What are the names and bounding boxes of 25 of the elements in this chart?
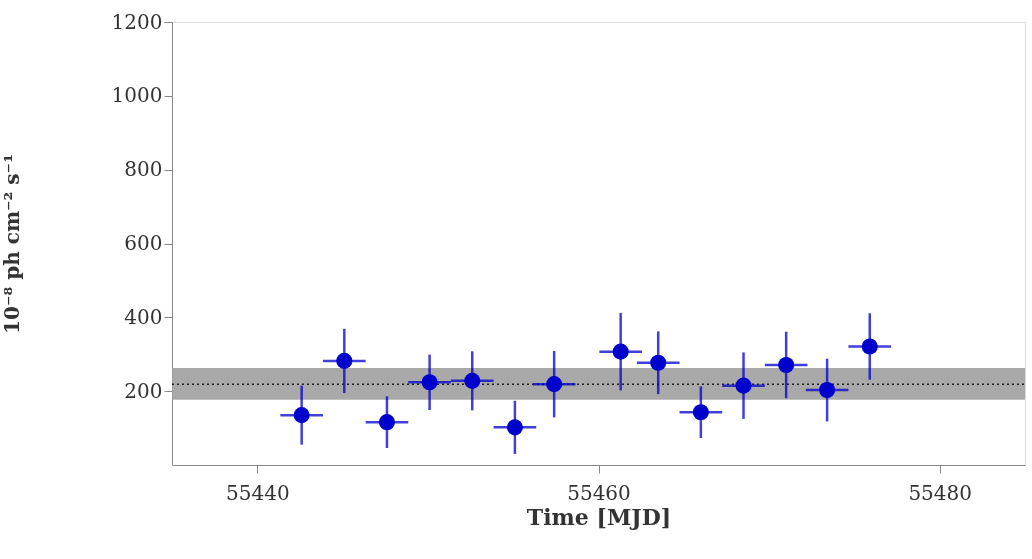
y-tick-label: 600 [124,231,163,255]
x-axis-title: Time [MJD] [526,503,672,530]
point [650,354,667,371]
x-tick-label: 55460 [567,480,631,505]
x-tick-label: 55480 [908,480,973,505]
y-tick-label: 200 [124,378,163,403]
x-tick-label: 55440 [225,480,290,505]
point [378,414,396,431]
point [421,374,438,391]
y-axis-title: 10⁻⁸ ph cm⁻² s⁻¹ [0,154,24,334]
point [506,419,523,436]
point [692,404,709,421]
y-tick-label: 1000 [111,83,163,108]
point [735,377,752,394]
point [819,382,836,399]
point [546,376,563,393]
point [612,343,629,360]
point [336,352,353,369]
point [293,407,310,424]
y-tick-label: 1200 [111,9,163,34]
y-tick-label: 400 [124,304,163,329]
point [464,372,481,389]
y-tick-label: 800 [124,157,163,182]
point [778,356,795,373]
point [861,338,878,355]
